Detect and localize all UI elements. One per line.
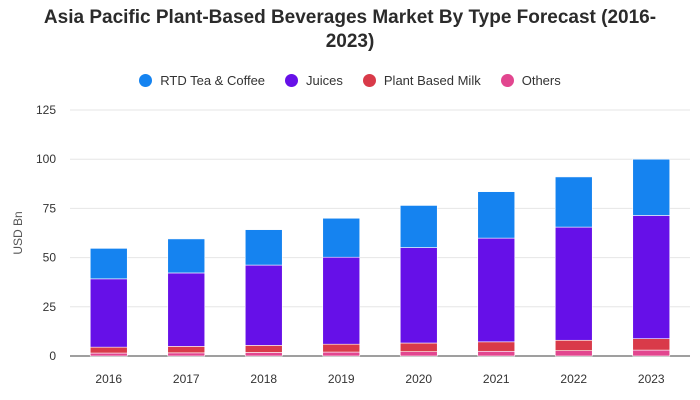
x-tick-label: 2022 bbox=[560, 372, 587, 386]
legend-item-rtd-tea-coffee[interactable]: RTD Tea & Coffee bbox=[139, 73, 265, 88]
x-tick-label: 2021 bbox=[483, 372, 510, 386]
bar-plant-based-milk-2023[interactable] bbox=[632, 338, 671, 351]
x-tick-label: 2019 bbox=[328, 372, 355, 386]
bar-juices-2022[interactable] bbox=[554, 226, 593, 341]
bar-others-2021[interactable] bbox=[477, 350, 516, 357]
bar-rtd-tea-coffee-2022[interactable] bbox=[554, 176, 593, 228]
legend-label-plant-based-milk: Plant Based Milk bbox=[383, 73, 481, 88]
legend-swatch-plant-based-milk bbox=[362, 74, 376, 87]
bar-plant-based-milk-2018[interactable] bbox=[244, 345, 283, 353]
bar-others-2022[interactable] bbox=[554, 350, 593, 357]
bar-others-2016[interactable] bbox=[89, 352, 128, 357]
legend-label-juices: Juices bbox=[306, 73, 343, 88]
y-tick-label: 25 bbox=[43, 300, 57, 314]
x-tick-label: 2023 bbox=[638, 372, 665, 386]
bar-juices-2019[interactable] bbox=[322, 256, 361, 345]
legend-swatch-juices bbox=[285, 74, 299, 87]
chart-title-line-1: Asia Pacific Plant-Based Beverages Marke… bbox=[43, 7, 657, 28]
chart-legend: RTD Tea & Coffee Juices Plant Based Milk… bbox=[0, 73, 700, 88]
legend-item-plant-based-milk[interactable]: Plant Based Milk bbox=[362, 73, 481, 88]
x-tick-label: 2020 bbox=[405, 372, 432, 386]
bar-rtd-tea-coffee-2020[interactable] bbox=[399, 205, 438, 248]
bar-rtd-tea-coffee-2018[interactable] bbox=[244, 229, 283, 266]
y-axis-title: USD Bn bbox=[11, 211, 25, 254]
x-tick-label: 2018 bbox=[250, 372, 277, 386]
bar-plant-based-milk-2019[interactable] bbox=[322, 343, 361, 353]
bar-rtd-tea-coffee-2016[interactable] bbox=[89, 248, 128, 280]
bar-rtd-tea-coffee-2021[interactable] bbox=[477, 191, 516, 239]
legend-swatch-rtd-tea-coffee bbox=[139, 74, 153, 87]
bar-juices-2021[interactable] bbox=[477, 237, 516, 343]
bar-rtd-tea-coffee-2019[interactable] bbox=[322, 217, 361, 258]
bar-plant-based-milk-2017[interactable] bbox=[167, 346, 206, 354]
bar-plant-based-milk-2016[interactable] bbox=[89, 346, 128, 354]
y-tick-label: 50 bbox=[43, 251, 57, 265]
legend-item-juices[interactable]: Juices bbox=[285, 73, 343, 88]
chart-title-line-2: 2023) bbox=[325, 31, 375, 52]
bar-others-2017[interactable] bbox=[167, 352, 206, 357]
y-tick-label: 125 bbox=[36, 103, 56, 117]
bar-juices-2016[interactable] bbox=[89, 278, 128, 348]
x-tick-label: 2017 bbox=[173, 372, 200, 386]
legend-swatch-others bbox=[500, 74, 514, 87]
legend-item-others[interactable]: Others bbox=[500, 73, 561, 88]
bar-plant-based-milk-2020[interactable] bbox=[399, 342, 438, 352]
bar-plant-based-milk-2021[interactable] bbox=[477, 341, 516, 352]
bar-rtd-tea-coffee-2023[interactable] bbox=[632, 158, 671, 216]
x-tick-label: 2016 bbox=[95, 372, 122, 386]
bar-others-2020[interactable] bbox=[399, 351, 438, 357]
legend-label-rtd-tea-coffee: RTD Tea & Coffee bbox=[160, 73, 266, 88]
y-tick-label: 0 bbox=[49, 349, 56, 363]
y-tick-label: 100 bbox=[36, 152, 56, 166]
bar-juices-2023[interactable] bbox=[632, 215, 671, 339]
bar-others-2023[interactable] bbox=[632, 349, 671, 357]
chart-title: Asia Pacific Plant-Based Beverages Marke… bbox=[0, 6, 700, 54]
bar-others-2018[interactable] bbox=[244, 352, 283, 357]
bar-juices-2020[interactable] bbox=[399, 247, 438, 344]
bar-juices-2018[interactable] bbox=[244, 264, 283, 346]
bar-others-2019[interactable] bbox=[322, 351, 361, 357]
legend-label-others: Others bbox=[521, 73, 561, 88]
bar-rtd-tea-coffee-2017[interactable] bbox=[167, 238, 206, 274]
bar-plant-based-milk-2022[interactable] bbox=[554, 339, 593, 351]
y-tick-label: 75 bbox=[43, 201, 57, 215]
bar-juices-2017[interactable] bbox=[167, 272, 206, 347]
